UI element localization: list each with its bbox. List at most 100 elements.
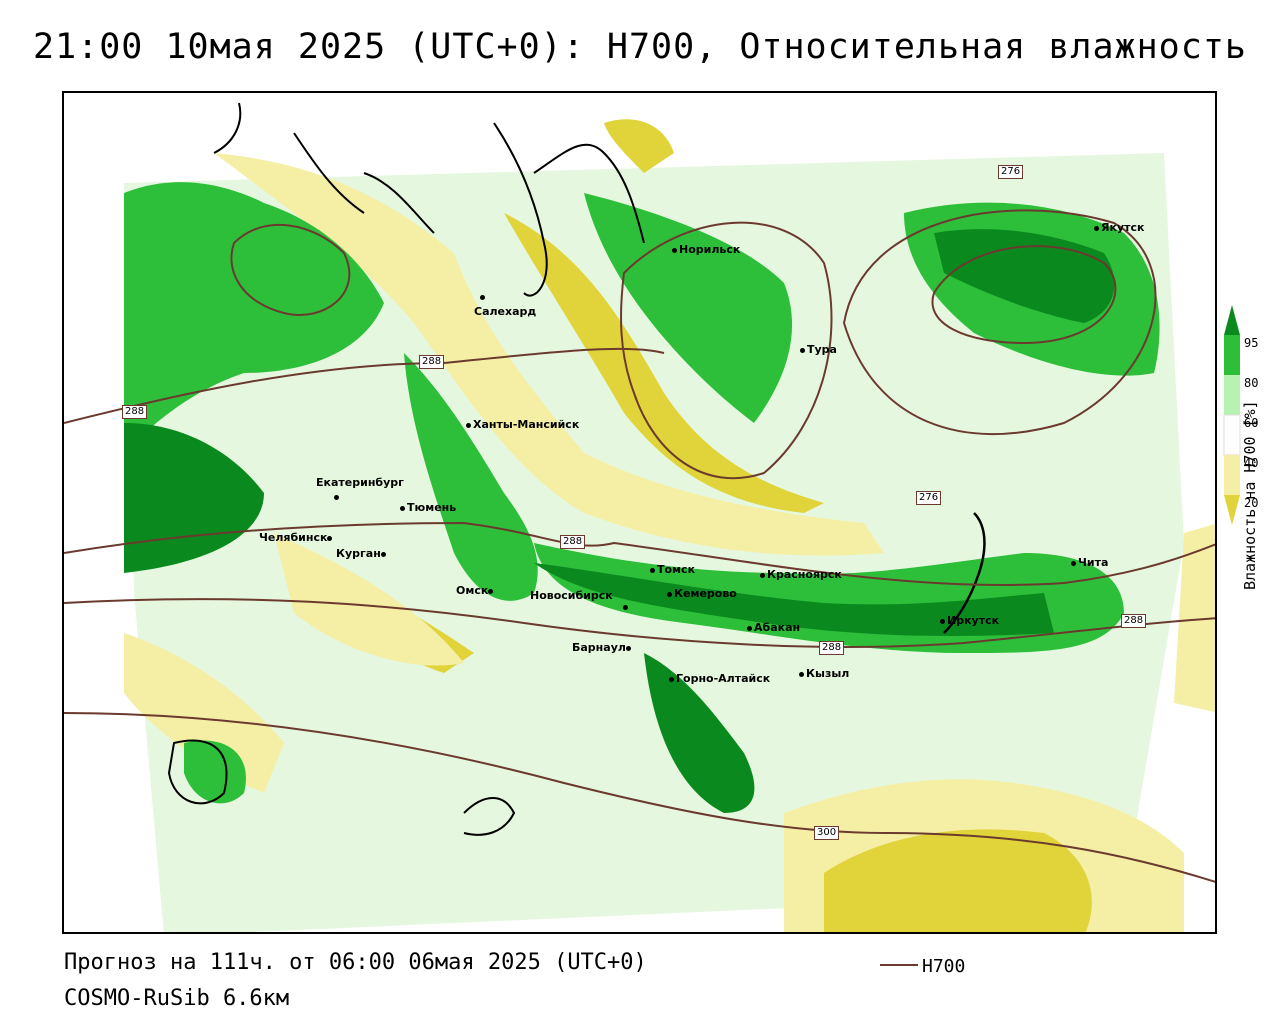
city-marker: Курган	[336, 547, 388, 560]
colorbar-tick: 40	[1244, 456, 1258, 470]
h700-contours	[64, 209, 1215, 883]
city-dot-icon	[466, 422, 471, 428]
city-label: Иркутск	[947, 614, 1000, 627]
colorbar-bottom-triangle	[1224, 495, 1240, 525]
city-label: Челябинск	[259, 531, 328, 544]
moist-region	[184, 740, 246, 804]
city-marker: Якутск	[1094, 221, 1144, 234]
contour-label: 300	[814, 826, 840, 840]
city-dot-icon	[747, 625, 752, 631]
city-marker: Тура	[800, 343, 837, 356]
humidity-colorbar: 95 80 60 40 20	[1223, 305, 1258, 525]
colorbar-tick: 80	[1244, 376, 1258, 390]
contour-label: 276	[998, 165, 1024, 179]
colorbar-band-20-40	[1224, 455, 1240, 495]
city-label: Барнаул	[572, 641, 626, 654]
contour-300	[64, 712, 1215, 883]
city-marker: Абакан	[747, 621, 800, 634]
city-dot-icon	[488, 588, 494, 594]
city-label-block: Новосибирск	[530, 589, 613, 602]
city-label-block: Салехард	[474, 305, 536, 318]
moist-region	[934, 229, 1115, 323]
city-label-block: Екатеринбург	[316, 476, 404, 489]
city-dot-icon	[327, 535, 333, 541]
city-dot-icon	[623, 604, 628, 610]
city-label: Кызыл	[806, 667, 850, 680]
city-dot-icon	[800, 347, 805, 353]
city-marker: Барнаул	[572, 641, 633, 654]
city-label: Новосибирск	[530, 589, 613, 602]
city-marker: Красноярск	[760, 568, 842, 581]
city-dot-icon	[625, 645, 631, 651]
lake-baikal	[943, 512, 986, 634]
city-marker	[623, 600, 630, 613]
city-label: Тюмень	[407, 501, 457, 514]
moist-region	[124, 423, 264, 573]
contour-mid-loop	[620, 221, 833, 480]
city-marker: Кемерово	[667, 587, 737, 600]
city-marker: Иркутск	[940, 614, 999, 627]
city-label: Тура	[807, 343, 837, 356]
colorbar-label: Влажность на Н700 [%]	[1241, 400, 1259, 590]
colorbar-top-triangle	[1224, 305, 1240, 335]
city-dot-icon	[940, 618, 945, 624]
dry-region	[824, 829, 1092, 932]
city-marker: Тюмень	[400, 501, 456, 514]
city-dot-icon	[672, 247, 677, 253]
city-dot-icon	[799, 671, 804, 677]
city-label: Кемерово	[674, 587, 737, 600]
moist-region	[644, 653, 755, 813]
contour-label: 288	[1121, 614, 1147, 628]
moist-region	[534, 563, 1054, 636]
dry-region	[604, 119, 674, 173]
city-label: Екатеринбург	[316, 476, 404, 489]
dry-region	[124, 633, 284, 793]
city-marker: Челябинск	[259, 531, 334, 544]
coastline	[167, 739, 228, 805]
city-dot-icon	[380, 551, 386, 557]
colorbar-tick: 20	[1244, 496, 1258, 510]
contour-288-mid	[64, 521, 1215, 586]
colorbar-band-40-60	[1223, 414, 1241, 456]
dry-region	[274, 533, 464, 666]
city-marker: Чита	[1071, 556, 1108, 569]
forecast-info: Прогноз на 111ч. от 06:00 06мая 2025 (UT…	[64, 950, 647, 975]
city-label: Якутск	[1101, 221, 1145, 234]
city-dot-icon	[1094, 225, 1099, 231]
city-marker: Омск	[456, 584, 495, 597]
city-label: Томск	[657, 563, 696, 576]
contour-label: 276	[916, 491, 942, 505]
dry-region	[1174, 524, 1215, 713]
coastline	[213, 102, 645, 297]
humidity-map	[64, 102, 1215, 932]
h700-legend-line-icon	[880, 964, 918, 966]
city-marker: Ханты-Мансийск	[466, 418, 579, 431]
coastline	[463, 797, 516, 836]
city-label: Чита	[1078, 556, 1109, 569]
city-label: Абакан	[754, 621, 801, 634]
city-marker	[334, 490, 341, 503]
colorbar-tick: 95	[1244, 336, 1258, 350]
model-name: COSMO-RuSib 6.6км	[64, 986, 290, 1011]
contour-low-west	[230, 223, 351, 316]
colorbar-tick: 60	[1244, 416, 1258, 430]
moist-region	[124, 182, 384, 453]
moist-region	[404, 353, 538, 601]
h700-legend-label: Н700	[922, 956, 966, 977]
contour-276-outer	[842, 209, 1157, 436]
dry-region	[504, 213, 824, 513]
city-dot-icon	[760, 572, 765, 578]
city-label: Ханты-Мансийск	[473, 418, 580, 431]
city-marker: Кызыл	[799, 667, 849, 680]
city-label: Горно-Алтайск	[676, 672, 771, 685]
contour-276-ring	[931, 245, 1117, 345]
city-dot-icon	[667, 591, 672, 597]
city-marker: Норильск	[672, 243, 740, 256]
city-dot-icon	[650, 567, 655, 573]
city-label: Красноярск	[767, 568, 842, 581]
contour-label: 288	[419, 355, 445, 369]
city-dot-icon	[669, 676, 674, 682]
city-dot-icon	[1071, 560, 1076, 566]
contour-label: 288	[560, 535, 586, 549]
colorbar-band-80-95	[1224, 335, 1240, 375]
